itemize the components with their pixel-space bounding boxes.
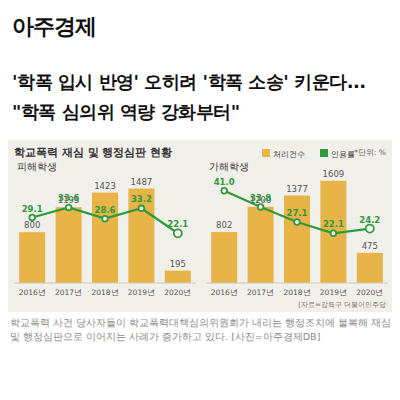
category-label: 2019년 (320, 288, 347, 297)
data-label: 33.6 (58, 193, 79, 203)
line-marker (258, 204, 264, 210)
figure-title: 학교폭력 재심 및 행정심판 현황 (14, 146, 172, 159)
data-label: 24.2 (359, 215, 380, 225)
category-label: 2017년 (55, 288, 82, 297)
data-label: 22.1 (167, 219, 188, 229)
bar (357, 253, 383, 283)
caption: 학교폭력 사건 당사자들이 학교폭력대책심의위원회가 내리는 행정조치에 불복해… (10, 316, 392, 344)
line-marker (221, 188, 227, 194)
bar (92, 193, 118, 283)
data-label: 27.1 (287, 208, 308, 218)
data-label: 33.2 (131, 194, 152, 204)
line-marker (139, 206, 145, 212)
line-marker (66, 205, 72, 211)
data-label: 802 (216, 220, 232, 230)
data-label: 195 (170, 259, 186, 269)
axis-line (206, 283, 388, 284)
category-label: 2017년 (247, 288, 274, 297)
plot-area (19, 189, 191, 283)
panel-title: 가해학생 (209, 161, 249, 172)
category-label: 2016년 (211, 288, 238, 297)
data-label: 1423 (94, 181, 116, 191)
line (224, 191, 370, 234)
logo: 아주경제 (12, 12, 96, 42)
panel-title: 피해학생 (17, 161, 57, 172)
plot-area (211, 181, 383, 283)
headline: '학폭 입시 반영' 오히려 '학폭 소송' 키운다... (12, 70, 366, 94)
bar (19, 232, 45, 283)
data-label: 41.0 (214, 177, 235, 187)
category-label: 2018년 (283, 288, 310, 297)
line-marker (366, 225, 374, 233)
category-label: 2019년 (128, 288, 155, 297)
data-label: 1609 (323, 169, 345, 179)
headline: "학폭 심의위 역량 강화부터" (12, 100, 240, 124)
data-label: 29.1 (22, 204, 43, 214)
data-label: 475 (362, 241, 378, 251)
bar (56, 207, 82, 283)
data-label: 1377 (286, 184, 308, 194)
unit-note: *단위: % (354, 148, 386, 157)
data-label: 22.1 (323, 219, 344, 229)
category-label: 2018년 (91, 288, 118, 297)
legend-label: 처리건수 (273, 150, 305, 159)
axis-line (14, 283, 196, 284)
legend-label: 인용률 (331, 150, 355, 159)
source: [자료=강득구 더불어민주당 (298, 301, 386, 309)
data-label: 800 (24, 220, 40, 230)
category-label: 2016년 (19, 288, 46, 297)
bar (165, 271, 191, 283)
category-label: 2020년 (164, 288, 191, 297)
bar (128, 189, 154, 283)
bar (284, 196, 310, 283)
legend-swatch (262, 149, 270, 157)
line-marker (174, 229, 182, 237)
bar (248, 207, 274, 283)
data-label: 28.6 (95, 205, 116, 215)
line-marker (294, 219, 300, 225)
line-marker (102, 216, 108, 222)
category-label: 2020년 (356, 288, 383, 297)
data-label: 33.8 (250, 193, 271, 203)
legend-swatch (320, 149, 328, 157)
data-label: 1487 (131, 177, 153, 187)
figure-background (8, 140, 392, 312)
bar (211, 232, 237, 283)
line-marker (331, 230, 337, 236)
